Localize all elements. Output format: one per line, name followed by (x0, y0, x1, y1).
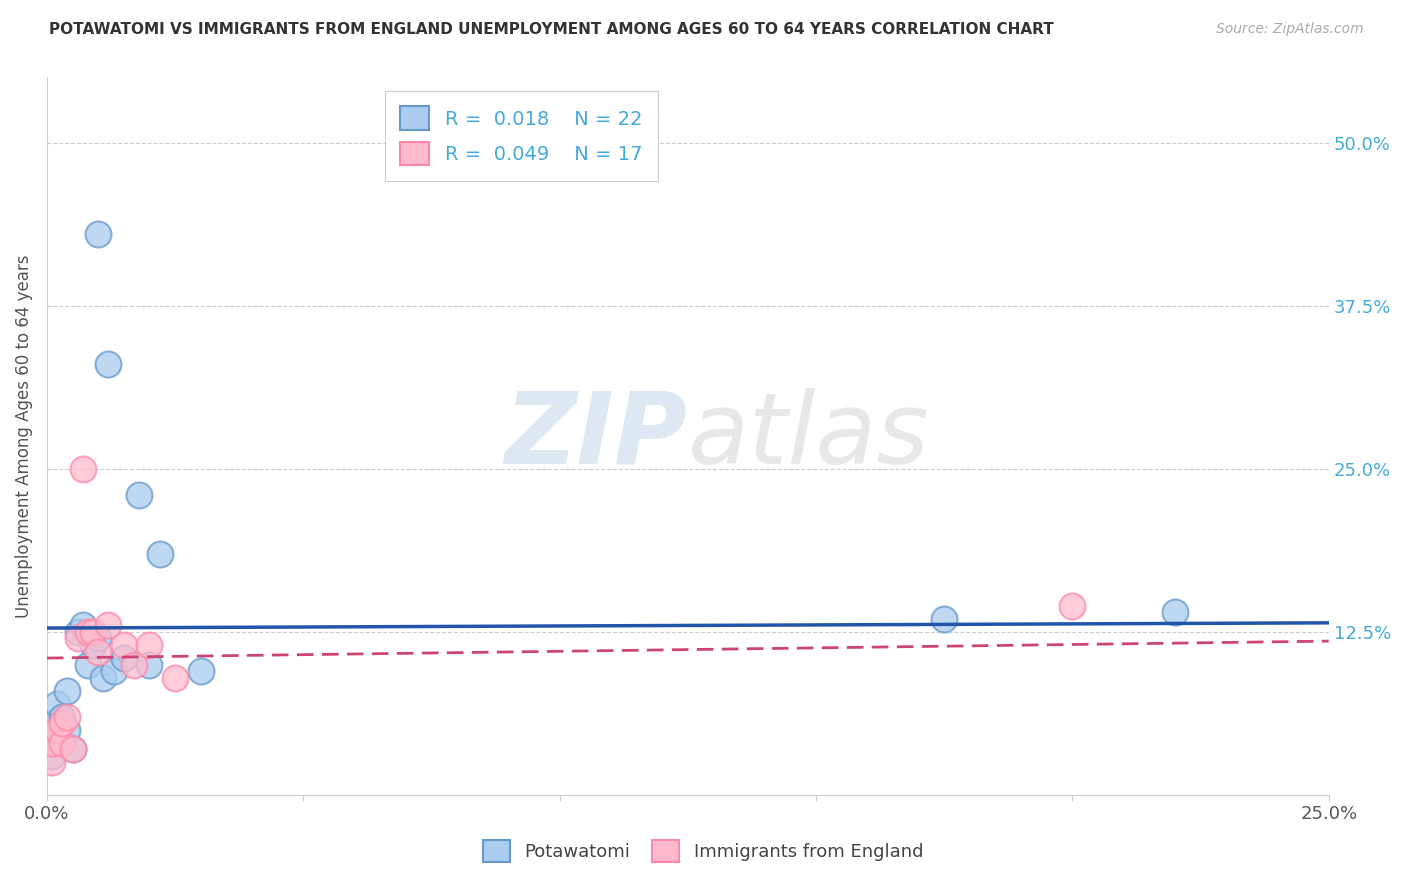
Point (51, 716, 73, 731)
Point (138, 657, 160, 672)
Point (165, 671, 187, 685)
Point (51, 710, 73, 724)
Point (934, 612, 956, 626)
Point (41, 756, 63, 770)
Text: atlas: atlas (688, 388, 929, 484)
Point (77, 624, 100, 639)
Point (72, 618, 94, 632)
Text: ZIP: ZIP (505, 388, 688, 484)
Point (149, 547, 172, 561)
Point (190, 664, 212, 678)
Point (72, 462, 94, 476)
Point (46, 736, 69, 750)
Point (41, 736, 63, 750)
Point (41, 748, 63, 763)
Point (128, 488, 150, 502)
Legend: Potawatomi, Immigrants from England: Potawatomi, Immigrants from England (475, 833, 931, 870)
Point (77, 657, 100, 672)
Point (97, 358, 120, 372)
Point (112, 638, 135, 652)
Point (56, 710, 79, 724)
Text: POTAWATOMI VS IMMIGRANTS FROM ENGLAND UNEMPLOYMENT AMONG AGES 60 TO 64 YEARS COR: POTAWATOMI VS IMMIGRANTS FROM ENGLAND UN… (49, 22, 1054, 37)
Point (1164, 606, 1187, 620)
Legend: R =  0.018    N = 22, R =  0.049    N = 17: R = 0.018 N = 22, R = 0.049 N = 17 (384, 91, 658, 181)
Point (112, 651, 135, 665)
Point (56, 723, 79, 737)
Point (87, 644, 110, 658)
Point (97, 618, 120, 632)
Point (51, 736, 73, 750)
Point (62, 742, 84, 756)
Point (82, 638, 104, 652)
Text: Source: ZipAtlas.com: Source: ZipAtlas.com (1216, 22, 1364, 37)
Point (1062, 599, 1084, 613)
Point (87, 632, 110, 646)
Point (46, 697, 69, 711)
Point (91, 671, 114, 685)
Point (82, 624, 104, 639)
Point (138, 638, 160, 652)
Point (103, 664, 125, 678)
Point (122, 657, 145, 672)
Point (66, 624, 89, 639)
Point (56, 683, 79, 698)
Y-axis label: Unemployment Among Ages 60 to 64 years: Unemployment Among Ages 60 to 64 years (15, 254, 32, 618)
Point (66, 632, 89, 646)
Point (46, 723, 69, 737)
Point (62, 742, 84, 756)
Point (87, 227, 110, 241)
Point (41, 716, 63, 731)
